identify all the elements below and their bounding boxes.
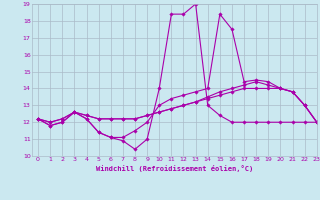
X-axis label: Windchill (Refroidissement éolien,°C): Windchill (Refroidissement éolien,°C) xyxy=(96,165,253,172)
